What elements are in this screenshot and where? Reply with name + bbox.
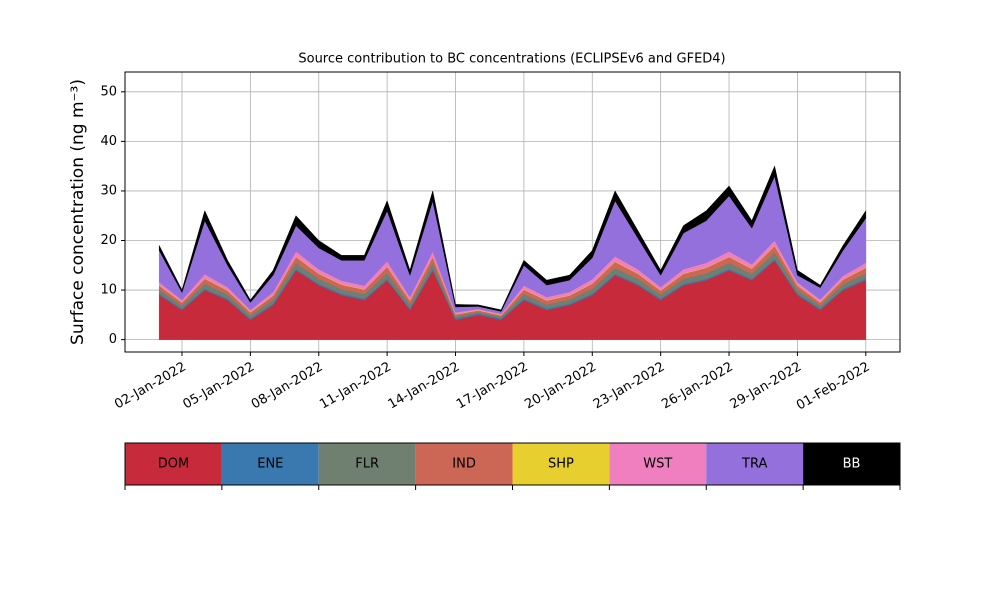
y-axis-label: Surface concentration (ng m⁻³): [68, 79, 88, 345]
legend-label: FLR: [355, 457, 379, 472]
area: [158, 165, 867, 312]
x-tick-label: 01-Feb-2022: [794, 360, 873, 414]
legend-swatch: [318, 443, 416, 485]
legend-swatch: [512, 443, 610, 485]
x-tick-label: 17-Jan-2022: [454, 360, 531, 413]
legend-swatch: [706, 443, 804, 485]
legend-label: BB: [843, 457, 861, 472]
legend-swatch: [125, 443, 222, 485]
legend-label: SHP: [548, 457, 574, 472]
y-tick-label: 50: [100, 84, 117, 99]
plot-frame: [124, 71, 901, 353]
x-tick-label: 23-Jan-2022: [591, 360, 668, 413]
x-tick-label: 29-Jan-2022: [728, 360, 805, 413]
legend-label: WST: [643, 457, 672, 472]
x-tick-label: 14-Jan-2022: [386, 360, 463, 413]
x-tick-label: 05-Jan-2022: [181, 360, 258, 413]
x-tick-label: 02-Jan-2022: [112, 360, 189, 413]
x-tick-label: 20-Jan-2022: [522, 360, 599, 413]
x-tick-label: 11-Jan-2022: [317, 360, 394, 413]
legend-swatch: [221, 443, 319, 485]
legend-swatch: [609, 443, 707, 485]
legend-label: DOM: [158, 457, 189, 472]
y-tick-label: 40: [100, 134, 117, 149]
x-tick-label: 26-Jan-2022: [659, 360, 736, 413]
chart-title: Source contribution to BC concentrations…: [298, 52, 725, 67]
y-tick-label: 10: [100, 283, 117, 298]
y-tick-label: 20: [100, 233, 117, 248]
y-tick-label: 30: [100, 183, 117, 198]
legend-label: ENE: [257, 457, 283, 472]
y-tick-label: 0: [109, 332, 117, 347]
x-tick-label: 08-Jan-2022: [249, 360, 326, 413]
legend-label: TRA: [741, 457, 767, 472]
legend-swatch: [415, 443, 513, 485]
legend-label: IND: [452, 457, 476, 472]
legend-swatch: [803, 443, 900, 485]
